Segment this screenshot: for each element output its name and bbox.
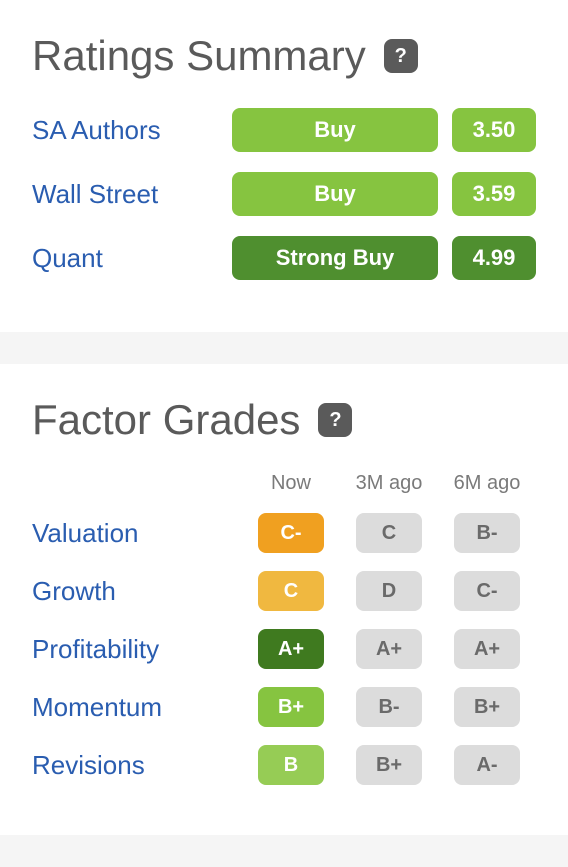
factor-grades-header: Factor Grades ? [32,396,536,444]
factor-label-link[interactable]: Growth [32,576,242,607]
ratings-summary-title: Ratings Summary [32,32,366,80]
factor-label-link[interactable]: Valuation [32,518,242,549]
ratings-source-link[interactable]: Wall Street [32,179,232,210]
grade-3m[interactable]: A+ [356,629,422,669]
factor-row: Growth C D C- [32,571,536,611]
factor-label-link[interactable]: Momentum [32,692,242,723]
ratings-row: Wall Street Buy 3.59 [32,172,536,216]
factor-label-link[interactable]: Revisions [32,750,242,781]
column-3m: 3M ago [340,472,438,495]
grade-6m[interactable]: B+ [454,687,520,727]
column-now: Now [242,472,340,495]
rating-pill[interactable]: Strong Buy [232,236,438,280]
ratings-row: Quant Strong Buy 4.99 [32,236,536,280]
grade-6m[interactable]: C- [454,571,520,611]
factor-row: Revisions B B+ A- [32,745,536,785]
ratings-summary-header: Ratings Summary ? [32,32,536,80]
rating-score[interactable]: 4.99 [452,236,536,280]
help-icon[interactable]: ? [318,403,352,437]
grade-now[interactable]: B+ [258,687,324,727]
grade-3m[interactable]: B- [356,687,422,727]
factor-grades-section: Factor Grades ? Now 3M ago 6M ago Valuat… [0,364,568,835]
grade-3m[interactable]: D [356,571,422,611]
section-divider [0,835,568,867]
grade-now[interactable]: B [258,745,324,785]
factor-row: Momentum B+ B- B+ [32,687,536,727]
rating-pill[interactable]: Buy [232,172,438,216]
help-icon[interactable]: ? [384,39,418,73]
grade-now[interactable]: C [258,571,324,611]
factor-grades-columns: Now 3M ago 6M ago [32,472,536,495]
factor-row: Valuation C- C B- [32,513,536,553]
grade-now[interactable]: A+ [258,629,324,669]
ratings-row: SA Authors Buy 3.50 [32,108,536,152]
factor-row: Profitability A+ A+ A+ [32,629,536,669]
grade-6m[interactable]: A- [454,745,520,785]
grade-6m[interactable]: A+ [454,629,520,669]
grade-3m[interactable]: B+ [356,745,422,785]
rating-pill[interactable]: Buy [232,108,438,152]
rating-score[interactable]: 3.50 [452,108,536,152]
factor-grades-title: Factor Grades [32,396,300,444]
grade-3m[interactable]: C [356,513,422,553]
grade-6m[interactable]: B- [454,513,520,553]
grade-now[interactable]: C- [258,513,324,553]
ratings-source-link[interactable]: SA Authors [32,115,232,146]
rating-score[interactable]: 3.59 [452,172,536,216]
factor-label-link[interactable]: Profitability [32,634,242,665]
section-divider [0,332,568,364]
ratings-summary-section: Ratings Summary ? SA Authors Buy 3.50 Wa… [0,0,568,332]
column-6m: 6M ago [438,472,536,495]
ratings-source-link[interactable]: Quant [32,243,232,274]
